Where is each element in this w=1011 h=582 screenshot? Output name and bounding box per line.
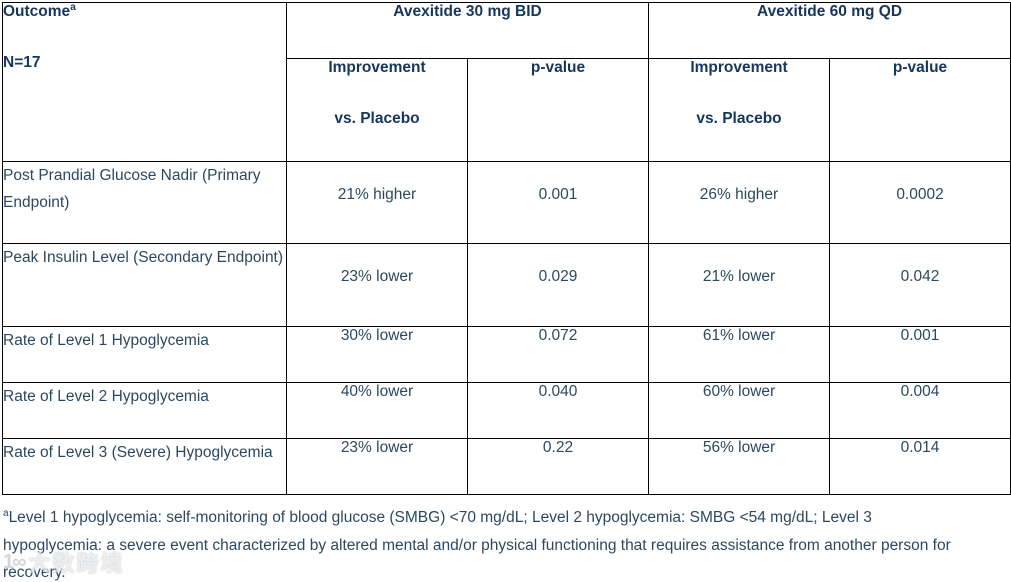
outcome-cell: Rate of Level 1 Hypoglycemia (2, 326, 287, 383)
group-header-30mg-bid: Avexitide 30 mg BID (285, 2, 650, 59)
pvalue-cell-qd: 0.0002 (829, 161, 1011, 244)
subheader-improvement-bid: Improvement vs. Placebo (286, 58, 468, 162)
pvalue-cell-qd: 0.001 (829, 326, 1011, 383)
table-row: Peak Insulin Level (Secondary Endpoint) … (2, 243, 1011, 327)
outcome-cell: Peak Insulin Level (Secondary Endpoint) (2, 243, 287, 327)
outcome-header: Outcomea (3, 2, 76, 21)
footnote-marker: a (70, 2, 76, 13)
table-row: Rate of Level 2 Hypoglycemia 40% lower 0… (2, 382, 1011, 439)
improvement-cell-qd: 26% higher (648, 161, 831, 244)
pvalue-cell-bid: 0.001 (466, 161, 650, 244)
footnote-line: hypoglycemia: a severe event characteriz… (3, 536, 951, 554)
table-row: Rate of Level 3 (Severe) Hypoglycemia 23… (2, 438, 1011, 495)
improvement-cell-qd: 21% lower (648, 243, 831, 327)
header-row-sub: Improvement vs. Placebo p-value Improvem… (3, 58, 1011, 162)
improvement-cell-bid: 40% lower (286, 382, 468, 439)
group-header-60mg-qd: Avexitide 60 mg QD (648, 2, 1011, 59)
footnote: aLevel 1 hypoglycemia: self-monitoring o… (3, 504, 1005, 582)
pvalue-cell-bid: 0.040 (466, 382, 650, 439)
pvalue-cell-qd: 0.004 (829, 382, 1011, 439)
improvement-cell-qd: 56% lower (648, 438, 831, 495)
pvalue-cell-qd: 0.014 (829, 438, 1011, 495)
subheader-pvalue-bid: p-value (466, 58, 650, 162)
improvement-cell-bid: 30% lower (286, 326, 468, 383)
pvalue-cell-bid: 0.072 (466, 326, 650, 383)
footnote-marker: a (3, 507, 9, 519)
header-row-groups: Outcomea N=17 Avexitide 30 mg BID Avexit… (2, 2, 1011, 162)
subheader-pvalue-qd: p-value (829, 58, 1011, 162)
table-row: Post Prandial Glucose Nadir (Primary End… (2, 161, 1011, 244)
results-table: Outcomea N=17 Avexitide 30 mg BID Avexit… (2, 2, 1011, 495)
table-row: Rate of Level 1 Hypoglycemia 30% lower 0… (2, 326, 1011, 383)
improvement-cell-qd: 60% lower (648, 382, 831, 439)
pvalue-cell-bid: 0.22 (466, 438, 650, 495)
pvalue-cell-bid: 0.029 (466, 243, 650, 327)
improvement-cell-qd: 61% lower (648, 326, 831, 383)
corner-cell: Outcomea N=17 (2, 2, 287, 162)
pvalue-cell-qd: 0.042 (829, 243, 1011, 327)
outcome-cell: Rate of Level 2 Hypoglycemia (2, 382, 287, 439)
improvement-cell-bid: 21% higher (286, 161, 468, 244)
footnote-line: aLevel 1 hypoglycemia: self-monitoring o… (3, 507, 872, 526)
outcome-cell: Post Prandial Glucose Nadir (Primary End… (2, 161, 287, 244)
improvement-cell-bid: 23% lower (286, 438, 468, 495)
subheader-improvement-qd: Improvement vs. Placebo (648, 58, 831, 162)
sample-size-label: N=17 (3, 54, 41, 71)
footnote-line: recovery. (3, 564, 66, 581)
outcome-cell: Rate of Level 3 (Severe) Hypoglycemia (2, 438, 287, 495)
improvement-cell-bid: 23% lower (286, 243, 468, 327)
